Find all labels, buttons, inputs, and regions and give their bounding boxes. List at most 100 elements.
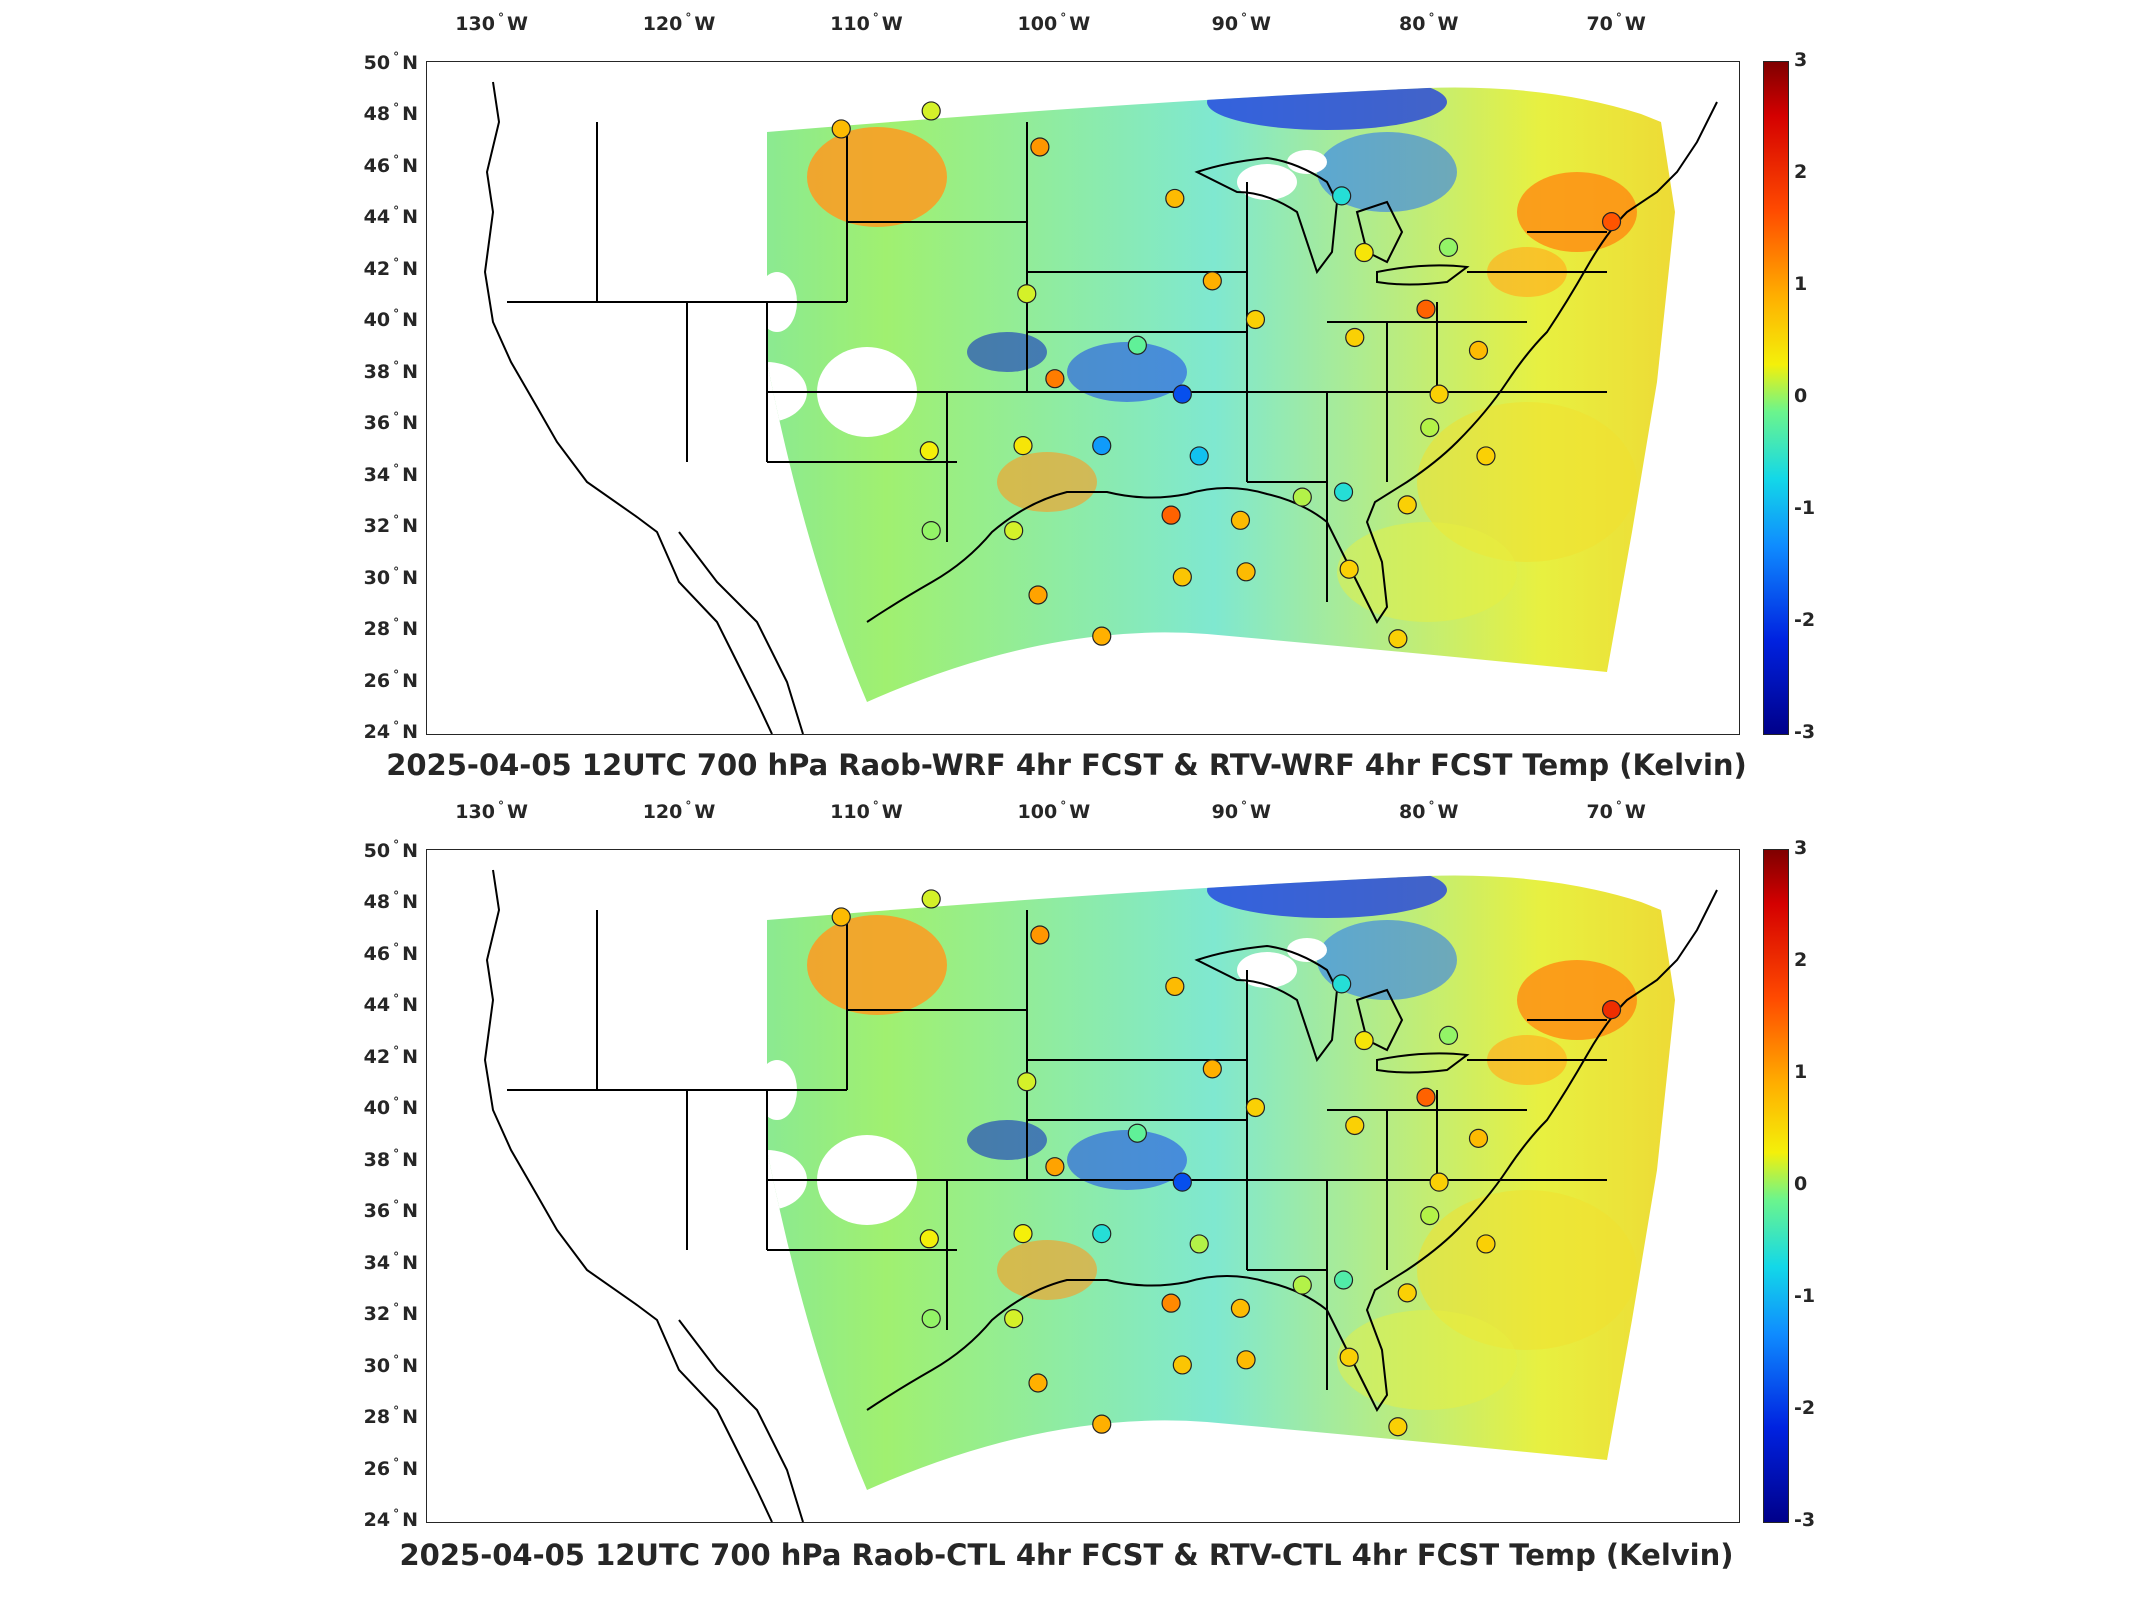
- raob-station-marker: [1397, 1283, 1417, 1303]
- latitude-tick-label: 50 ° N: [363, 49, 418, 74]
- latitude-tick-label: 48 ° N: [363, 101, 418, 126]
- raob-station-marker: [1092, 436, 1112, 456]
- field-anomaly: [967, 332, 1047, 372]
- colorbar-tick-label: -1: [1794, 1285, 1816, 1307]
- latitude-tick-label: 50 ° N: [363, 837, 418, 862]
- raob-station-marker: [1601, 212, 1622, 232]
- coastline-west: [483, 81, 773, 734]
- raob-station-marker: [1354, 1030, 1374, 1051]
- no-data-region: [767, 362, 807, 422]
- longitude-tick-label: 70 ° W: [1586, 11, 1646, 35]
- field-anomaly: [1517, 172, 1637, 252]
- map-plot: [483, 81, 1718, 734]
- raob-station-marker: [1045, 369, 1065, 389]
- raob-station-marker: [1354, 242, 1374, 263]
- raob-station-marker: [1245, 1097, 1266, 1118]
- field-anomaly: [1207, 87, 1447, 130]
- map-axes: [426, 849, 1740, 1523]
- colorbar-tick-label: 0: [1794, 385, 1808, 407]
- raob-station-marker: [1416, 1087, 1436, 1107]
- field-anomaly: [1337, 522, 1517, 622]
- raob-station-marker: [921, 520, 941, 541]
- field-anomaly: [997, 452, 1097, 512]
- colorbar-tick-label: -2: [1794, 609, 1816, 631]
- colorbar-tick-label: 3: [1794, 837, 1808, 859]
- raob-station-marker: [1172, 567, 1192, 587]
- longitude-tick-label: 110 ° W: [830, 799, 903, 823]
- latitude-tick-label: 26 ° N: [363, 667, 418, 692]
- raob-station-marker: [1092, 1414, 1112, 1434]
- map-axes: [426, 61, 1740, 735]
- longitude-tick-label: 100 ° W: [1017, 799, 1091, 823]
- field-anomaly: [1317, 920, 1457, 1000]
- raob-station-marker: [1292, 1275, 1312, 1295]
- raob-station-marker: [1172, 1172, 1192, 1192]
- field-background: [767, 87, 1675, 702]
- raob-station-marker: [1028, 1373, 1048, 1393]
- raob-station-marker: [1030, 137, 1050, 157]
- longitude-tick-label: 120 ° W: [642, 799, 716, 823]
- raob-station-marker: [1004, 1308, 1024, 1329]
- raob-station-marker: [1438, 1025, 1459, 1045]
- latitude-tick-label: 24 ° N: [363, 719, 418, 743]
- raob-station-marker: [1236, 562, 1256, 582]
- raob-station-marker: [1017, 1072, 1037, 1092]
- longitude-tick-label: 130 ° W: [455, 11, 528, 35]
- raob-station-marker: [921, 101, 941, 121]
- raob-station-marker: [1165, 976, 1185, 997]
- raob-station-marker: [1333, 482, 1354, 502]
- chart-title: 2025-04-05 12UTC 700 hPa Raob-WRF 4hr FC…: [386, 748, 1747, 782]
- latitude-tick-label: 38 ° N: [363, 1146, 418, 1171]
- latitude-tick-label: 32 ° N: [363, 513, 418, 538]
- latitude-tick-label: 30 ° N: [363, 1352, 418, 1377]
- raob-station-marker: [1245, 309, 1266, 330]
- raob-station-marker: [1127, 335, 1147, 355]
- raob-station-marker: [919, 441, 939, 461]
- map-panel-bottom: 130 ° W 120 ° W 110 ° W 100 ° W 90 ° W 80 ° W 70 ° W 50 ° N 48 °…: [0, 790, 2133, 1600]
- raob-station-marker: [1429, 384, 1449, 404]
- raob-station-marker: [1230, 1298, 1251, 1318]
- colorbar-tick-label: 3: [1794, 49, 1808, 71]
- latitude-tick-label: 28 ° N: [363, 1404, 418, 1428]
- raob-station-marker: [1230, 510, 1251, 530]
- raob-station-marker: [1165, 188, 1185, 209]
- raob-station-marker: [1333, 1270, 1354, 1290]
- field-anomaly: [807, 127, 947, 227]
- field-anomaly: [697, 172, 757, 252]
- raob-station-marker: [1468, 340, 1489, 360]
- longitude-tick-label: 100 ° W: [1017, 11, 1091, 35]
- field-anomaly: [967, 1120, 1047, 1160]
- colorbar-tick-label: 2: [1794, 161, 1808, 183]
- raob-station-marker: [1292, 487, 1312, 507]
- boundaries: [483, 81, 1718, 734]
- colorbar-tick-label: 1: [1794, 273, 1808, 295]
- map-panel-top: 130 ° W 120 ° W 110 ° W 100 ° W 90 ° W 80 ° W 70 ° W 50 ° N 48 °…: [0, 0, 2133, 790]
- temperature-field: [697, 87, 1675, 702]
- raob-station-marker: [1013, 1224, 1033, 1244]
- latitude-tick-label: 46 ° N: [363, 152, 418, 177]
- field-anomaly: [997, 1240, 1097, 1300]
- raob-station-marker: [1468, 1128, 1489, 1148]
- latitude-tick-label: 38 ° N: [363, 358, 418, 383]
- no-data-region: [767, 1150, 807, 1210]
- longitude-tick-label: 70 ° W: [1586, 799, 1646, 823]
- raob-station-marker: [1202, 1059, 1222, 1079]
- latitude-tick-label: 40 ° N: [363, 1095, 418, 1120]
- raob-station-marker: [921, 1308, 941, 1329]
- raob-station-marker: [921, 889, 941, 909]
- colorbar-tick-label: 1: [1794, 1061, 1808, 1083]
- raob-station-marker: [1388, 1417, 1408, 1437]
- coastline-gulf-east: [866, 101, 1718, 624]
- raob-station-marker: [1202, 271, 1222, 291]
- field-anomaly: [1417, 1190, 1637, 1350]
- raob-station-marker: [1339, 559, 1359, 579]
- latitude-tick-label: 30 ° N: [363, 564, 418, 589]
- colorbar-tick-label: -3: [1794, 1509, 1816, 1531]
- raob-station-marker: [1161, 505, 1181, 525]
- raob-station-marker: [1420, 418, 1440, 438]
- raob-station-marker: [831, 119, 851, 139]
- coastline-west: [483, 869, 773, 1522]
- colorbar-tick-label: -2: [1794, 1397, 1816, 1419]
- raob-station-marker: [1339, 1347, 1359, 1367]
- raob-station-marker: [1028, 585, 1048, 605]
